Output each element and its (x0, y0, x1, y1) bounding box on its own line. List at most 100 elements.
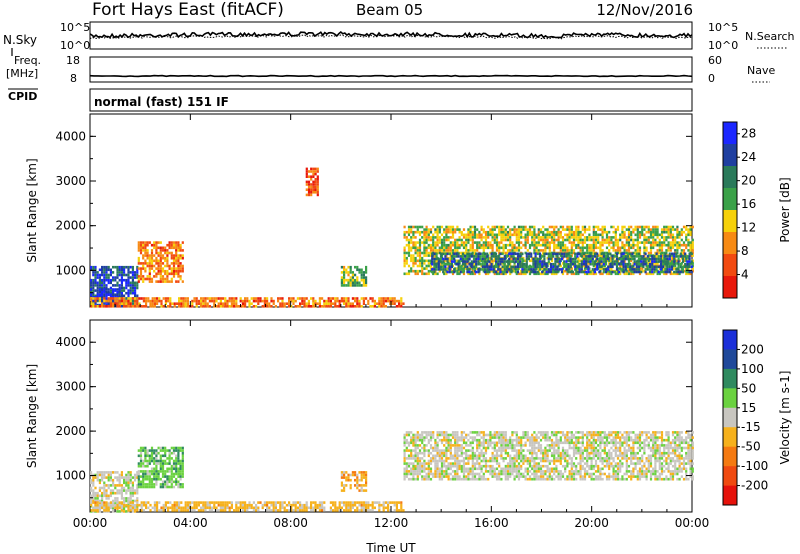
heatmap-cell (467, 249, 470, 252)
heatmap-cell (605, 272, 609, 276)
heatmap-cell (239, 297, 242, 300)
heatmap-cell (173, 503, 176, 507)
heatmap-cell (184, 506, 187, 510)
heatmap-cell (301, 509, 304, 512)
heatmap-cell (537, 236, 540, 239)
heatmap-cell (303, 506, 306, 510)
heatmap-cell (182, 297, 185, 300)
heatmap-cell (572, 238, 576, 242)
heatmap-cell (134, 271, 137, 274)
heatmap-cell (498, 272, 501, 276)
heatmap-cell (500, 238, 503, 242)
heatmap-cell (314, 183, 317, 186)
heatmap-cell (499, 262, 502, 266)
heatmap-cell (161, 269, 165, 273)
heatmap-cell (294, 501, 297, 504)
heatmap-cell (92, 298, 95, 302)
heatmap-cell (597, 233, 600, 237)
heatmap-cell (349, 305, 352, 308)
heatmap-cell (478, 246, 481, 250)
heatmap-cell (170, 477, 173, 481)
heatmap-cell (345, 297, 348, 300)
heatmap-cell (120, 294, 123, 298)
heatmap-cell (654, 243, 657, 247)
heatmap-cell (414, 451, 417, 455)
heatmap-cell (116, 501, 119, 504)
heatmap-cell (290, 506, 293, 510)
heatmap-cell (204, 297, 207, 300)
colorbar-segment (723, 188, 737, 211)
heatmap-cell (373, 506, 376, 510)
heatmap-cell (671, 233, 675, 237)
heatmap-cell (261, 299, 264, 303)
heatmap-cell (323, 501, 326, 504)
heatmap-cell (519, 262, 522, 266)
heatmap-cell (96, 271, 99, 274)
heatmap-cell (637, 255, 641, 258)
heatmap-cell (148, 267, 151, 270)
heatmap-cell (131, 273, 134, 277)
heatmap-cell (146, 459, 149, 463)
heatmap-cell (506, 251, 510, 255)
heatmap-cell (423, 467, 426, 471)
heatmap-cell (129, 504, 132, 508)
heatmap-cell (146, 243, 149, 247)
heatmap-cell (283, 506, 286, 510)
heatmap-cell (116, 273, 119, 277)
heatmap-cell (378, 503, 381, 507)
heatmap-cell (550, 225, 554, 229)
heatmap-cell (588, 251, 591, 255)
heatmap-cell (103, 471, 106, 474)
heatmap-cell (215, 506, 218, 510)
heatmap-cell (202, 305, 205, 308)
heatmap-cell (638, 236, 642, 239)
heatmap-cell (314, 172, 317, 176)
heatmap-cell (494, 257, 498, 261)
heatmap-cell (296, 509, 299, 512)
heatmap-cell (345, 471, 348, 474)
heatmap-cell (666, 268, 669, 271)
heatmap-cell (581, 228, 584, 231)
heatmap-cell (667, 249, 670, 252)
heatmap-cell (109, 281, 112, 285)
heatmap-cell (500, 233, 503, 237)
heatmap-cell (555, 230, 558, 234)
heatmap-cell (445, 470, 448, 473)
heatmap-cell (440, 225, 444, 229)
heatmap-cell (418, 246, 422, 250)
heatmap-cell (105, 506, 108, 510)
heatmap-cell (552, 252, 555, 256)
heatmap-cell (566, 269, 569, 273)
heatmap-cell (168, 451, 171, 455)
heatmap-cell (116, 271, 119, 274)
heatmap-cell (508, 268, 511, 271)
heatmap-cell (136, 509, 139, 512)
heatmap-cell (423, 451, 426, 455)
cpid-label: CPID (8, 90, 37, 103)
heatmap-cell (215, 297, 218, 300)
heatmap-cell (596, 252, 599, 256)
heatmap-cell (542, 236, 545, 239)
heatmap-cell (142, 446, 145, 450)
heatmap-cell (423, 238, 426, 242)
heatmap-cell (572, 249, 576, 252)
heatmap-cell (615, 265, 619, 269)
heatmap-cell (512, 265, 515, 269)
heatmap-cell (649, 241, 653, 244)
heatmap-cell (112, 284, 115, 287)
heatmap-cell (181, 449, 184, 452)
heatmap-cell (112, 298, 115, 302)
heatmap-cell (360, 476, 363, 479)
heatmap-cell (131, 503, 134, 507)
heatmap-cell (475, 252, 478, 256)
heatmap-cell (490, 252, 493, 256)
heatmap-cell (610, 241, 613, 244)
heatmap-cell (421, 436, 424, 439)
heatmap-cell (561, 262, 565, 265)
heatmap-cell (109, 278, 112, 282)
heatmap-cell (641, 225, 644, 229)
heatmap-cell (312, 172, 315, 176)
heatmap-cell (469, 236, 472, 239)
heatmap-cell (116, 288, 119, 291)
heatmap-cell (630, 272, 633, 276)
